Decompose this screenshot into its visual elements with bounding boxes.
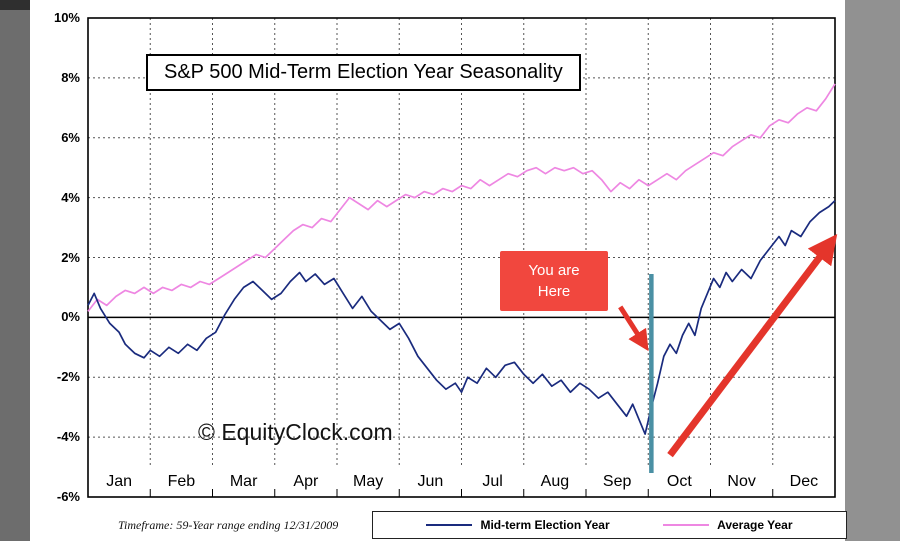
watermark-equityclock: © EquityClock.com <box>198 419 393 445</box>
x-tick-label: Dec <box>789 473 819 490</box>
x-tick-label: Jan <box>106 473 133 490</box>
uptrend-arrow <box>667 233 838 458</box>
x-tick-label: Sep <box>602 473 632 490</box>
y-tick-label: 0% <box>61 309 80 325</box>
x-tick-label: Jun <box>417 473 444 490</box>
legend-item-midterm: Mid-term Election Year <box>426 518 610 532</box>
x-tick-label: Mar <box>229 473 258 490</box>
y-tick-label: 10% <box>53 10 80 25</box>
y-tick-label: -4% <box>56 429 80 445</box>
y-tick-label: 8% <box>61 69 80 85</box>
y-tick-label: 2% <box>61 249 80 265</box>
you-are-here-callout: You are Here <box>500 251 608 311</box>
x-tick-label: Jul <box>482 473 503 490</box>
x-tick-label: Feb <box>167 473 196 490</box>
x-tick-label: Oct <box>666 473 692 490</box>
chart-window: S&P 500 Mid-Term Election Year Seasonali… <box>30 0 847 541</box>
x-tick-label: Nov <box>727 473 756 490</box>
seasonality-chart-plot <box>87 17 838 498</box>
y-tick-label: -6% <box>56 489 80 504</box>
corner-artifact <box>0 0 30 10</box>
average-line-sample-icon <box>663 524 710 526</box>
chart-title: S&P 500 Mid-Term Election Year Seasonali… <box>146 54 581 91</box>
x-tick-label: May <box>353 473 384 490</box>
legend-item-average: Average Year <box>663 518 793 532</box>
you-are-here-line2: Here <box>537 283 571 300</box>
you-are-here-pointer-arrow <box>618 305 649 352</box>
x-tick-label: Apr <box>293 473 319 490</box>
x-tick-label: Aug <box>540 473 570 490</box>
midterm-line-sample-icon <box>426 524 473 526</box>
legend-label-midterm: Mid-term Election Year <box>480 518 610 532</box>
window-left-strip <box>0 0 30 541</box>
y-tick-label: -2% <box>56 369 80 385</box>
y-tick-label: 4% <box>61 189 80 205</box>
average-series-line <box>87 83 836 312</box>
legend: Mid-term Election Year Average Year <box>372 511 847 539</box>
you-are-here-line1: You are <box>528 262 580 279</box>
midterm-series-line <box>87 199 836 435</box>
timeframe-note: Timeframe: 59-Year range ending 12/31/20… <box>118 518 339 532</box>
legend-label-average: Average Year <box>717 518 793 532</box>
y-tick-label: 6% <box>61 129 80 145</box>
